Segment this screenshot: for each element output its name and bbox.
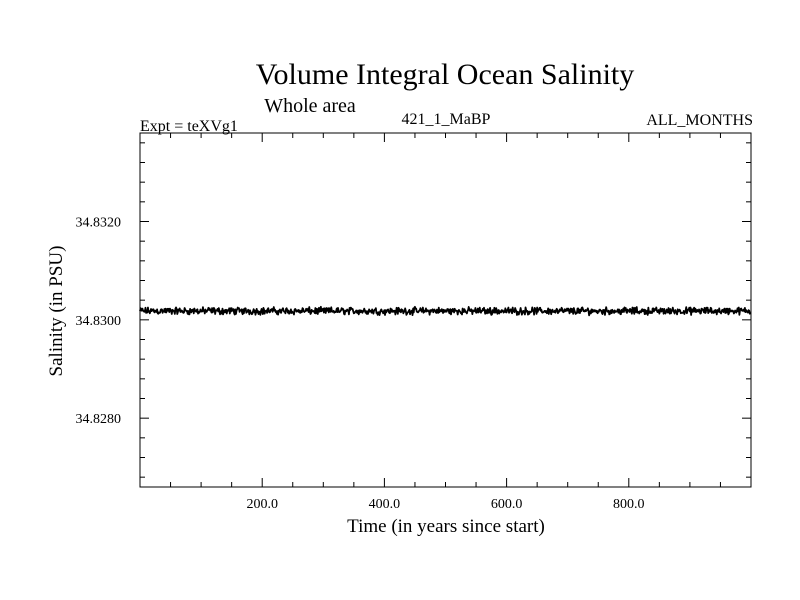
x-tick-label: 200.0 xyxy=(246,497,278,512)
x-tick-label: 600.0 xyxy=(491,497,523,512)
y-axis-label: Salinity (in PSU) xyxy=(46,246,67,377)
chart-title: Volume Integral Ocean Salinity xyxy=(256,58,635,91)
x-axis-label: Time (in years since start) xyxy=(347,516,545,537)
header-months: ALL_MONTHS xyxy=(646,112,753,129)
x-tick-label: 800.0 xyxy=(613,497,645,512)
y-tick-label: 34.8300 xyxy=(76,314,122,329)
y-tick-labels: 34.8280 34.8300 34.8320 xyxy=(76,216,122,428)
salinity-series-line xyxy=(139,305,752,317)
header-experiment: Expt = teXVg1 xyxy=(140,118,238,135)
y-tick-label: 34.8280 xyxy=(76,412,122,427)
header-run-id: 421_1_MaBP xyxy=(402,111,491,128)
y-tick-label: 34.8320 xyxy=(76,216,122,231)
x-tick-labels: 200.0 400.0 600.0 800.0 xyxy=(246,497,644,512)
x-tick-label: 400.0 xyxy=(369,497,401,512)
chart-subtitle: Whole area xyxy=(264,95,356,117)
axis-ticks xyxy=(140,133,751,487)
